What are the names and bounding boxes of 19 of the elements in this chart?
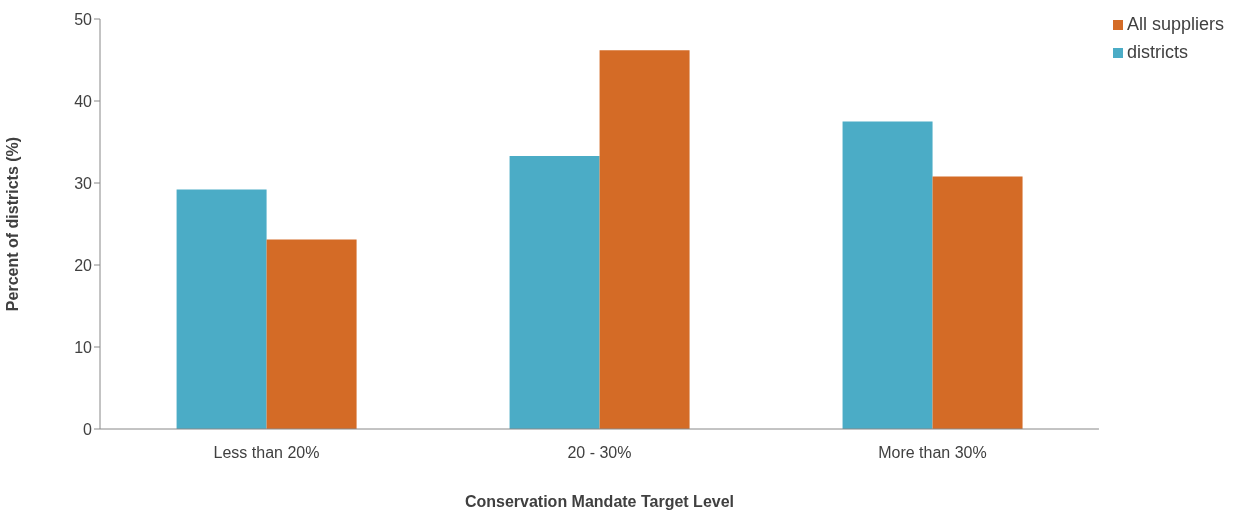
bar: [176, 189, 267, 429]
y-tick-label: 40: [74, 92, 93, 110]
y-axis-title: Percent of districts (%): [3, 136, 21, 312]
y-tick-label: 0: [83, 420, 93, 438]
x-tick-label: Less than 20%: [213, 444, 320, 462]
bar: [266, 239, 357, 429]
legend-label: All suppliers: [1126, 14, 1224, 34]
y-tick-label: 50: [74, 10, 93, 28]
x-tick-label: 20 - 30%: [567, 444, 632, 462]
bar: [599, 50, 690, 429]
y-tick-label: 30: [74, 174, 93, 192]
y-tick-label: 20: [74, 256, 93, 274]
bar: [842, 121, 933, 429]
y-tick-label: 10: [74, 338, 93, 356]
bar: [932, 176, 1023, 429]
legend-label: districts: [1126, 42, 1188, 62]
bar: [509, 155, 600, 429]
x-tick-label: More than 30%: [878, 444, 987, 462]
x-axis-title: Conservation Mandate Target Level: [464, 493, 735, 510]
